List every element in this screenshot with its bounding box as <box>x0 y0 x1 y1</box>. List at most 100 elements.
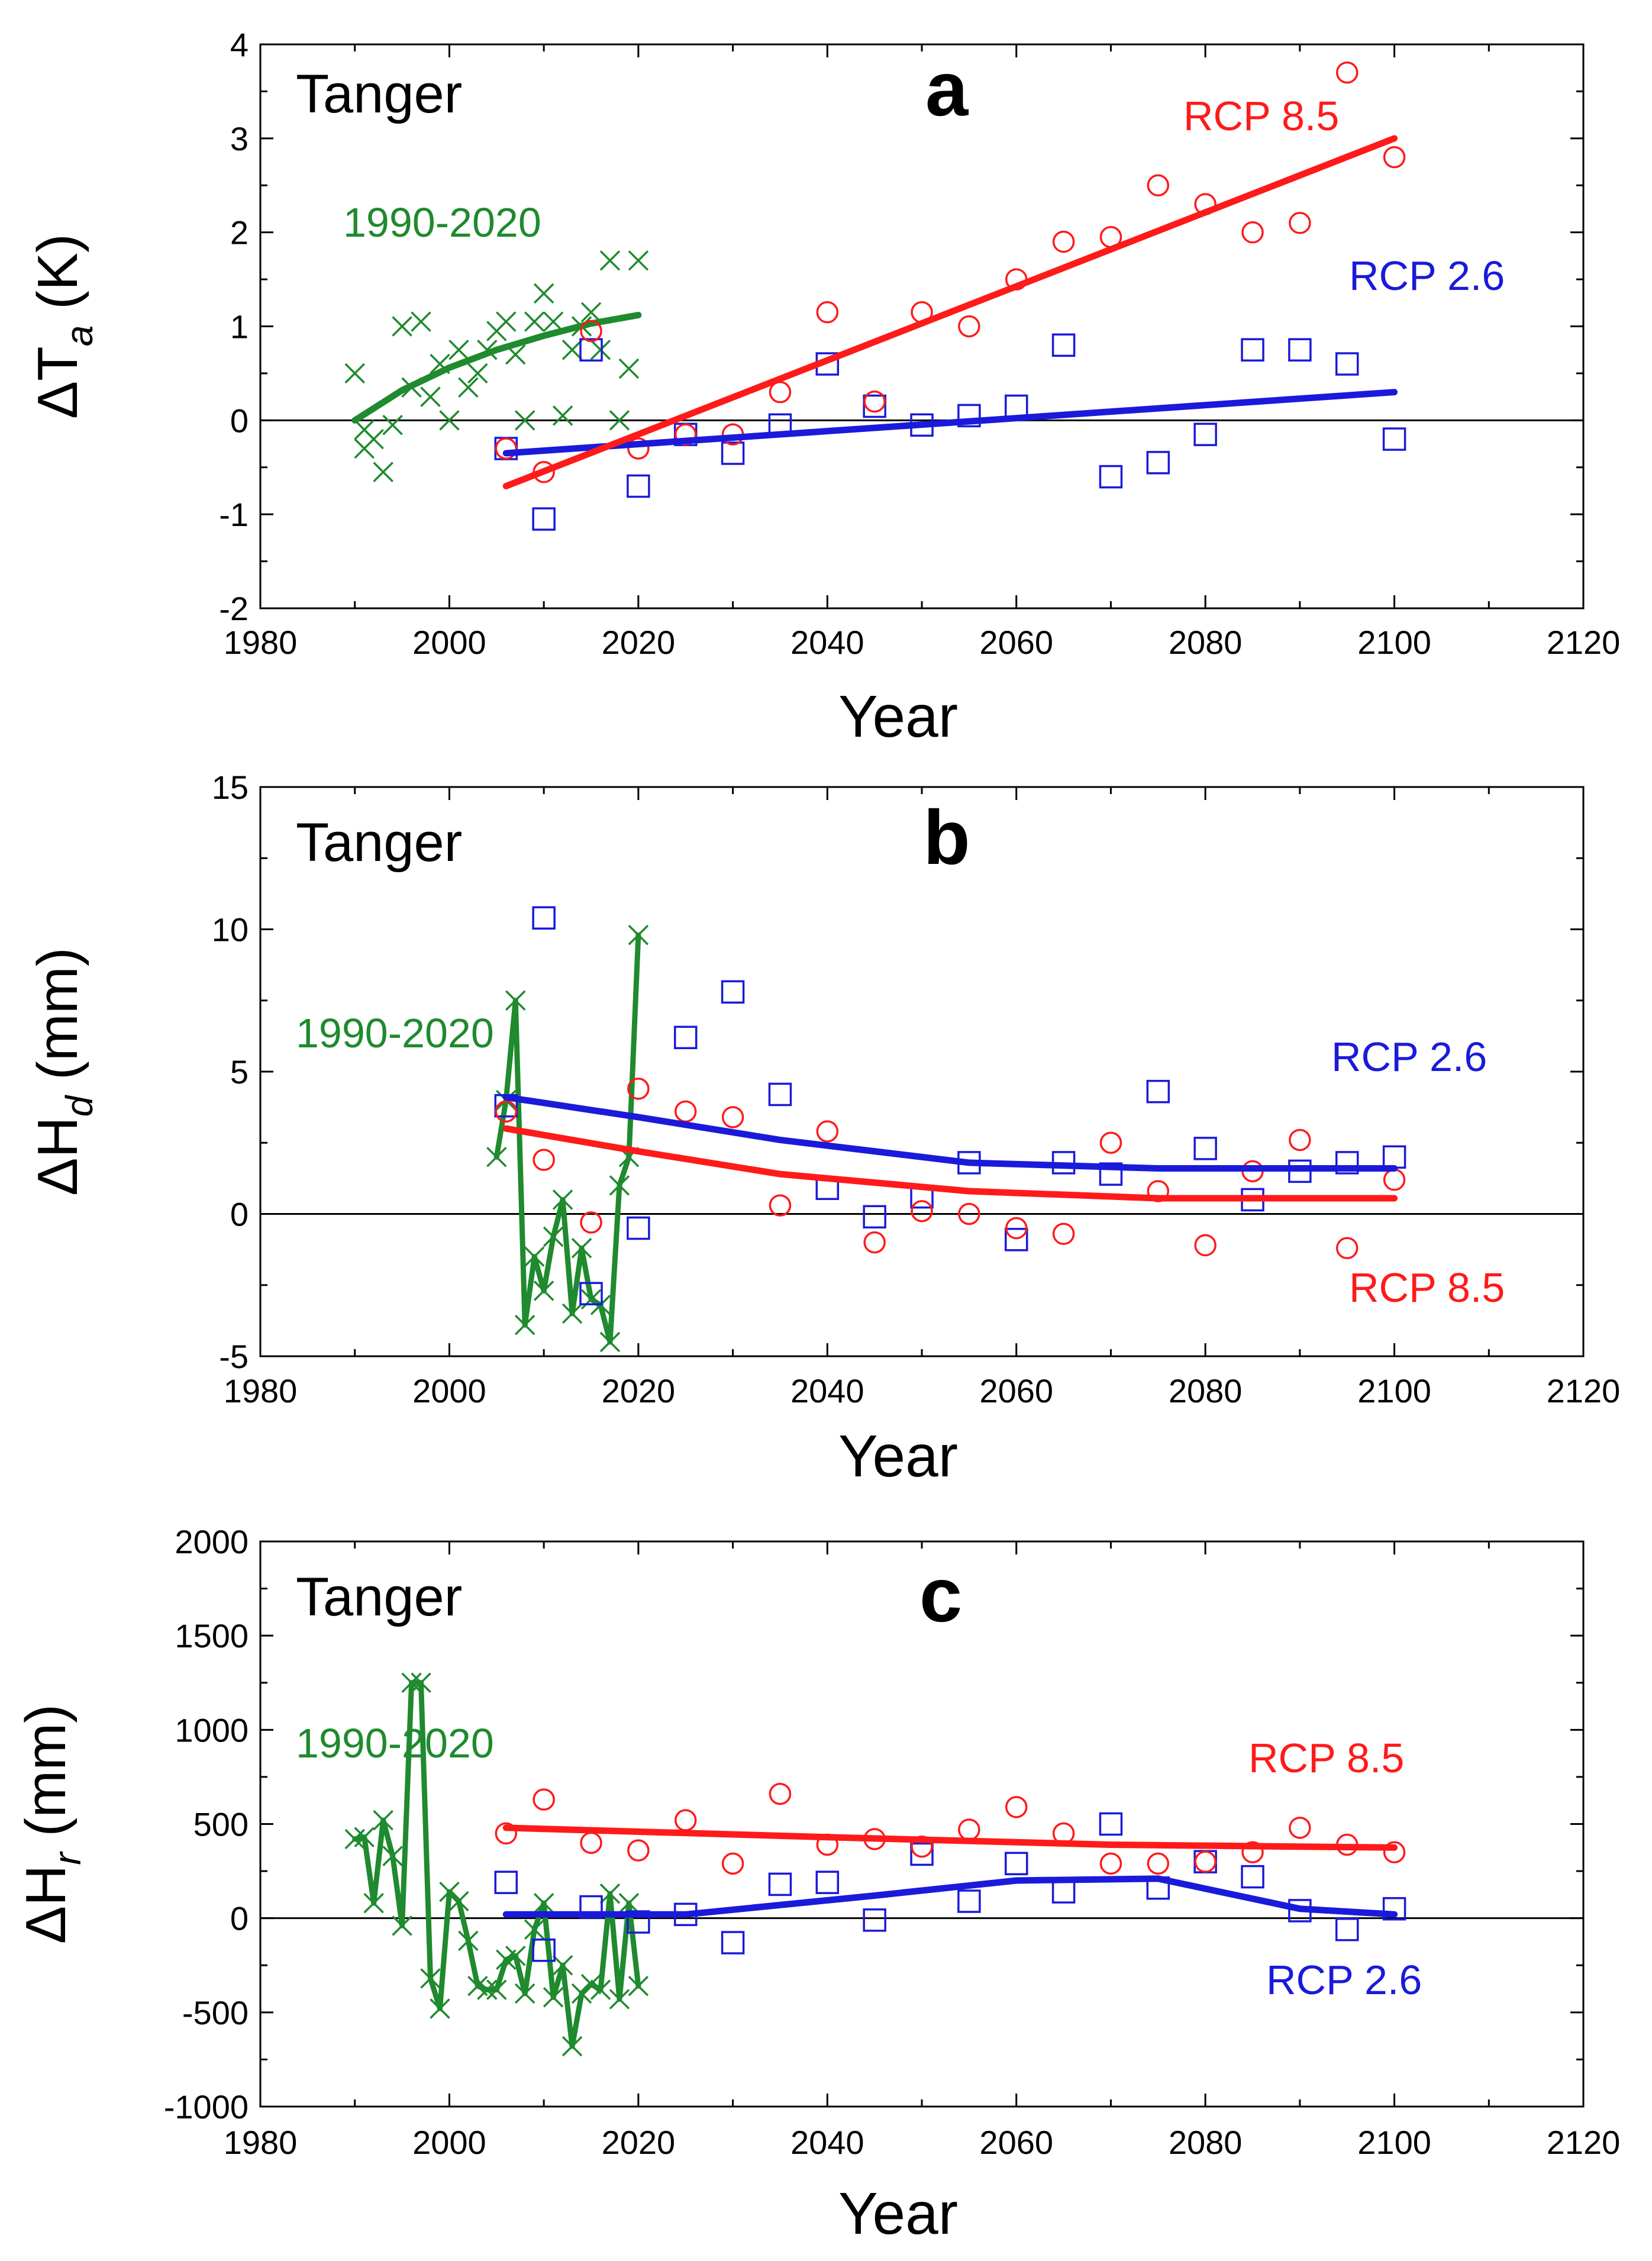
historical-point-stroke-b <box>505 344 526 365</box>
historical-point <box>552 1955 573 1976</box>
rcp85-point <box>495 437 518 460</box>
historical-label: 1990-2020 <box>296 1720 494 1766</box>
rcp26-point <box>1051 1880 1076 1904</box>
historical-point <box>562 1303 583 1324</box>
rcp85-point <box>1289 212 1311 234</box>
rcp85-point <box>674 1100 697 1123</box>
historical-point <box>599 250 621 271</box>
historical-point-stroke-b <box>514 1983 535 2004</box>
historical-point-stroke-b <box>590 1979 611 2000</box>
rcp26-point <box>957 1889 981 1913</box>
rcp85-point <box>580 1211 602 1234</box>
y-tick-label: -5 <box>219 1338 249 1375</box>
rcp85-point <box>958 315 980 338</box>
historical-point <box>533 1281 554 1301</box>
rcp26-point <box>1382 427 1406 451</box>
rcp26-point <box>1004 1228 1028 1252</box>
rcp26-point <box>579 1282 603 1305</box>
historical-point-stroke-b <box>505 1946 526 1966</box>
y-axis-label-subscript: d <box>58 1094 101 1117</box>
historical-point <box>420 1968 441 1989</box>
rcp26-point <box>1051 333 1076 357</box>
historical-point <box>373 462 393 482</box>
rcp85-point <box>769 380 792 404</box>
rcp26-point <box>957 404 981 428</box>
rcp85-point <box>495 1822 518 1845</box>
x-tick-label: 1980 <box>224 2124 298 2161</box>
x-tick-label: 2060 <box>979 2124 1053 2161</box>
historical-point-stroke-b <box>420 1968 441 1989</box>
historical-point <box>411 1672 431 1693</box>
x-tick-label: 2060 <box>979 1372 1053 1410</box>
rcp26-point <box>1099 1162 1123 1186</box>
historical-point-stroke-b <box>571 1237 592 1259</box>
rcp85-point <box>1099 1131 1122 1154</box>
historical-point <box>628 1976 649 1996</box>
historical-point-stroke-b <box>363 428 384 450</box>
historical-point <box>562 339 583 360</box>
rcp85-point <box>1383 146 1406 169</box>
rcp26-point <box>1193 422 1217 446</box>
historical-point-stroke-b <box>467 363 488 384</box>
historical-point <box>505 990 526 1011</box>
historical-point <box>514 410 535 431</box>
rcp26-point <box>1241 338 1264 362</box>
historical-point <box>590 1979 611 2000</box>
x-tick-label: 2100 <box>1357 2124 1431 2161</box>
historical-point <box>599 1331 621 1353</box>
y-tick-label: 15 <box>212 769 249 806</box>
rcp26-point <box>863 1205 886 1229</box>
historical-point-stroke-b <box>552 1955 573 1976</box>
historical-point <box>496 311 517 332</box>
y-tick-label: 1000 <box>175 1711 249 1749</box>
rcp26-point <box>1288 338 1312 362</box>
rcp26-label: RCP 2.6 <box>1349 253 1505 299</box>
historical-point <box>524 311 545 332</box>
historical-point <box>458 1930 479 1952</box>
historical-point-stroke-b <box>430 353 450 375</box>
y-tick-label: 2 <box>230 214 249 251</box>
x-tick-label: 2000 <box>412 2124 486 2161</box>
rcp85-point <box>816 1120 839 1143</box>
rcp85-point <box>911 1199 933 1223</box>
historical-point <box>562 2036 583 2057</box>
x-tick-label: 2060 <box>979 624 1053 661</box>
rcp85-point <box>580 1831 602 1854</box>
historical-point-stroke-b <box>580 302 602 322</box>
y-tick-label: 1500 <box>175 1617 249 1654</box>
rcp26-point <box>1099 1812 1123 1836</box>
panels: 1980 2000 2020 2040 2060 2080 2100 2120 -2 -1 0 1 2 3… <box>14 26 1620 2247</box>
historical-point-stroke-b <box>505 990 526 1011</box>
panel-letter: c <box>919 1552 962 1638</box>
historical-point <box>477 1979 498 2000</box>
historical-point-stroke-b <box>543 1987 564 2008</box>
historical-point <box>467 363 488 384</box>
rcp85-fit-line <box>502 1824 1398 1851</box>
rcp85-point <box>769 1782 792 1805</box>
historical-point <box>618 1892 640 1914</box>
historical-point-stroke-b <box>599 1883 621 1904</box>
historical-point <box>486 1979 507 2000</box>
historical-point <box>628 250 649 271</box>
historical-point <box>524 1919 545 1940</box>
panel-letter: b <box>923 794 970 880</box>
x-tick-label: 2120 <box>1547 2124 1621 2161</box>
historical-point <box>373 1810 393 1831</box>
historical-point-stroke-b <box>590 339 611 360</box>
rcp26-point <box>768 1872 792 1896</box>
historical-point <box>392 316 412 337</box>
historical-point-stroke-b <box>401 1672 422 1693</box>
panel-c: 1980 2000 2020 2040 2060 2080 2100 2120 -1000 -50… <box>14 1523 1620 2247</box>
historical-point-stroke-b <box>382 1846 403 1866</box>
historical-fit-line <box>351 311 642 424</box>
rcp85-point <box>674 423 697 446</box>
rcp85-point <box>1052 1223 1075 1245</box>
y-axis-label-subscript: a <box>58 325 101 347</box>
rcp85-point <box>863 390 886 413</box>
historical-point-stroke-b <box>628 1976 649 1996</box>
rcp26-point <box>721 980 745 1004</box>
rcp85-point <box>1241 1841 1264 1863</box>
rcp26-point <box>1382 1897 1406 1921</box>
historical-point-stroke-b <box>363 1892 384 1914</box>
historical-point <box>609 1175 630 1196</box>
